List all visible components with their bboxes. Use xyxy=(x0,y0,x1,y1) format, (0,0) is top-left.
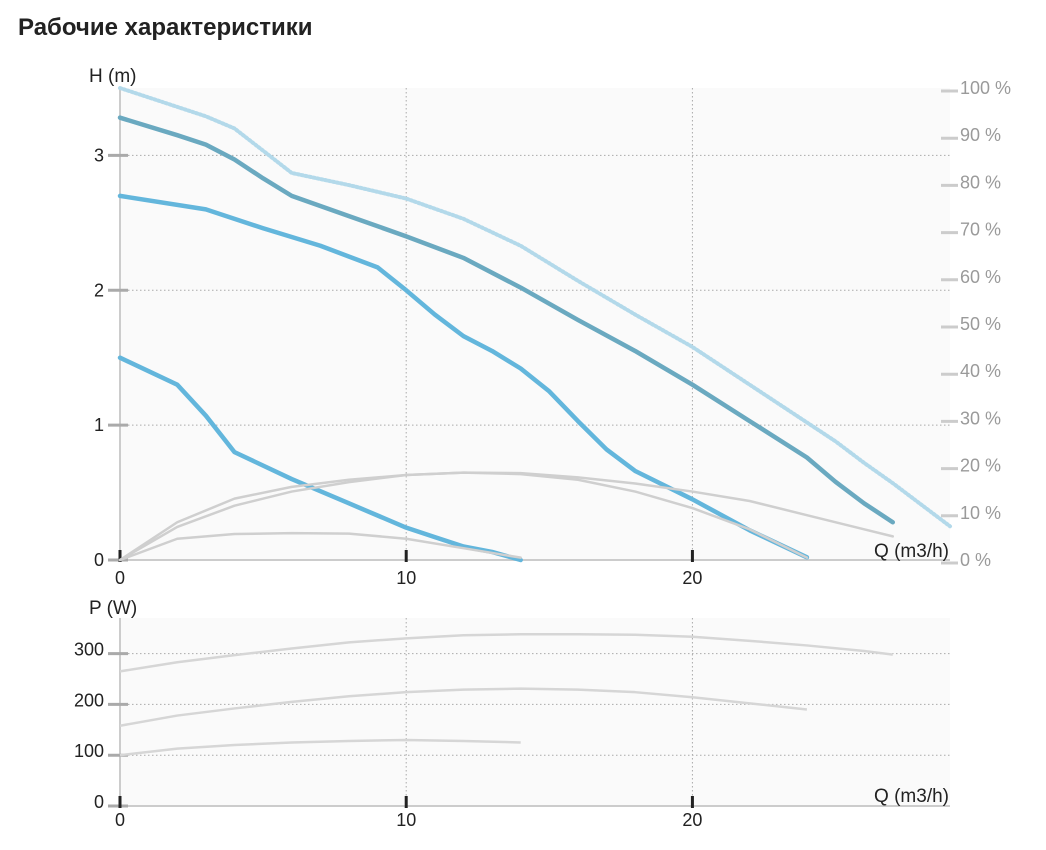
efficiency-curve-6 xyxy=(118,471,809,562)
power-curve-1 xyxy=(119,633,893,673)
x-tick-label: 10 xyxy=(396,568,416,588)
x-tick-label: 0 xyxy=(115,568,125,588)
series-lines xyxy=(117,86,952,757)
power-y-tick-label: 100 xyxy=(74,741,104,761)
tick-labels: 0 1 2 3 0 10 20 0 % 10 % 20 % 30 % 40 % 50 % 60 % 70 %… xyxy=(74,66,1011,830)
y2-tick-label: 60 % xyxy=(960,267,1001,287)
chart-title: Рабочие характеристики xyxy=(18,14,313,41)
efficiency-curve-7 xyxy=(118,531,522,562)
power-y-tick-label: 200 xyxy=(74,690,104,710)
y-axis-title: H (m) xyxy=(89,66,136,87)
x-tick-label: 20 xyxy=(682,568,702,588)
y2-tick-label: 40 % xyxy=(960,361,1001,381)
y2-tick-label: 90 % xyxy=(960,125,1001,145)
power-y-axis-title: P (W) xyxy=(89,598,137,619)
y2-tick-label: 20 % xyxy=(960,456,1001,476)
y2-tick-label: 100 % xyxy=(960,78,1011,98)
head-curve-4 xyxy=(118,86,952,529)
head-curve-3 xyxy=(117,355,523,563)
y2-tick-label: 70 % xyxy=(960,220,1001,240)
head-curve-1 xyxy=(117,115,896,525)
power-curve-3 xyxy=(119,738,521,757)
power-x-axis-title: Q (m3/h) xyxy=(874,786,949,807)
y2-tick-label: 50 % xyxy=(960,314,1001,334)
power-x-tick-label: 20 xyxy=(682,810,702,830)
power-curve-2 xyxy=(119,687,808,727)
power-plot-background xyxy=(120,618,950,806)
power-y-tick-label: 0 xyxy=(94,792,104,812)
grid-lines xyxy=(120,88,950,806)
power-x-tick-label: 0 xyxy=(115,810,125,830)
y-tick-label: 2 xyxy=(94,280,104,300)
head-curve-2 xyxy=(117,193,810,560)
y-tick-label: 1 xyxy=(94,415,104,435)
y2-tick-label: 80 % xyxy=(960,172,1001,192)
y2-tick-label: 30 % xyxy=(960,408,1001,428)
power-x-tick-label: 10 xyxy=(396,810,416,830)
y2-tick-label: 0 % xyxy=(960,550,991,570)
axes xyxy=(108,88,958,808)
head-plot-background xyxy=(120,88,950,560)
y-tick-label: 0 xyxy=(94,550,104,570)
y-tick-label: 3 xyxy=(94,145,104,165)
y2-tick-label: 10 % xyxy=(960,503,1001,523)
power-y-tick-label: 300 xyxy=(74,640,104,660)
x-axis-title: Q (m3/h) xyxy=(874,541,949,562)
